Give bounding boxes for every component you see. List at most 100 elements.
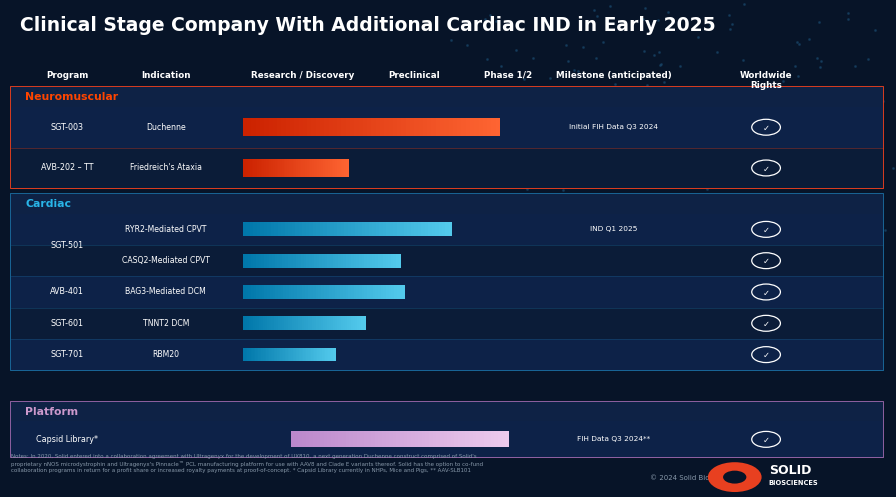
- Bar: [458, 431, 461, 447]
- Point: [627, 135, 642, 143]
- Point: [451, 124, 465, 132]
- Point: [790, 72, 805, 80]
- Point: [860, 104, 874, 112]
- Bar: [452, 118, 457, 136]
- Bar: [375, 118, 380, 136]
- Bar: [342, 159, 344, 177]
- Text: Notes: In 2020, Solid entered into a collaboration agreement with Ultragenyx for: Notes: In 2020, Solid entered into a col…: [11, 454, 483, 473]
- Point: [762, 156, 776, 164]
- Bar: [256, 285, 259, 299]
- Point: [494, 62, 508, 70]
- Bar: [323, 348, 325, 361]
- Bar: [363, 118, 367, 136]
- Text: Platform: Platform: [25, 407, 78, 416]
- Bar: [314, 317, 316, 330]
- Text: RYR2-Mediated CPVT: RYR2-Mediated CPVT: [125, 225, 206, 234]
- Bar: [313, 431, 316, 447]
- Bar: [440, 431, 444, 447]
- FancyBboxPatch shape: [11, 87, 883, 188]
- Bar: [333, 159, 335, 177]
- Bar: [300, 317, 302, 330]
- Point: [851, 258, 866, 266]
- Bar: [354, 118, 358, 136]
- Bar: [357, 285, 359, 299]
- Point: [623, 240, 637, 248]
- Bar: [360, 431, 364, 447]
- Bar: [272, 348, 274, 361]
- Bar: [357, 254, 359, 267]
- Point: [624, 242, 638, 250]
- Bar: [251, 285, 254, 299]
- Bar: [262, 254, 264, 267]
- Bar: [11, 245, 883, 276]
- Bar: [345, 317, 347, 330]
- Bar: [339, 317, 341, 330]
- Point: [742, 138, 756, 146]
- Point: [701, 184, 715, 192]
- Point: [814, 57, 828, 65]
- Point: [509, 46, 523, 54]
- Bar: [332, 317, 335, 330]
- Bar: [343, 317, 345, 330]
- Bar: [487, 431, 491, 447]
- Bar: [354, 285, 357, 299]
- Point: [653, 61, 668, 69]
- Point: [673, 62, 687, 70]
- Bar: [271, 348, 272, 361]
- Bar: [272, 118, 277, 136]
- Bar: [491, 118, 495, 136]
- Bar: [292, 317, 294, 330]
- Bar: [290, 118, 294, 136]
- Point: [576, 43, 590, 51]
- Point: [764, 279, 779, 287]
- Bar: [280, 348, 281, 361]
- Bar: [429, 431, 433, 447]
- Bar: [330, 348, 332, 361]
- Bar: [449, 118, 452, 136]
- Bar: [274, 254, 277, 267]
- Bar: [249, 317, 251, 330]
- Bar: [294, 348, 296, 361]
- Bar: [310, 317, 313, 330]
- Bar: [367, 118, 372, 136]
- Bar: [418, 431, 422, 447]
- Bar: [423, 118, 427, 136]
- Bar: [290, 254, 293, 267]
- Bar: [282, 254, 285, 267]
- Bar: [334, 348, 336, 361]
- Bar: [246, 223, 250, 236]
- Text: AVB-401: AVB-401: [50, 287, 84, 297]
- Bar: [421, 223, 425, 236]
- Bar: [262, 285, 264, 299]
- Point: [856, 234, 870, 242]
- Bar: [317, 254, 320, 267]
- Point: [692, 209, 706, 217]
- Bar: [289, 159, 291, 177]
- Point: [775, 259, 789, 267]
- Bar: [373, 254, 375, 267]
- Bar: [484, 431, 487, 447]
- Point: [458, 268, 472, 276]
- Text: ✓: ✓: [762, 226, 770, 235]
- Bar: [324, 285, 327, 299]
- Bar: [319, 159, 321, 177]
- Bar: [261, 223, 263, 236]
- Point: [780, 204, 795, 212]
- Bar: [277, 118, 281, 136]
- Bar: [287, 348, 288, 361]
- Point: [813, 63, 827, 71]
- Bar: [495, 431, 498, 447]
- Bar: [392, 431, 396, 447]
- Point: [652, 48, 667, 56]
- Bar: [11, 276, 883, 308]
- Bar: [410, 223, 414, 236]
- Bar: [414, 118, 418, 136]
- Bar: [286, 118, 290, 136]
- Bar: [323, 431, 328, 447]
- Point: [489, 16, 504, 24]
- Bar: [368, 223, 372, 236]
- Text: Preclinical: Preclinical: [388, 71, 440, 80]
- Bar: [313, 223, 316, 236]
- Point: [560, 57, 574, 65]
- Bar: [326, 159, 328, 177]
